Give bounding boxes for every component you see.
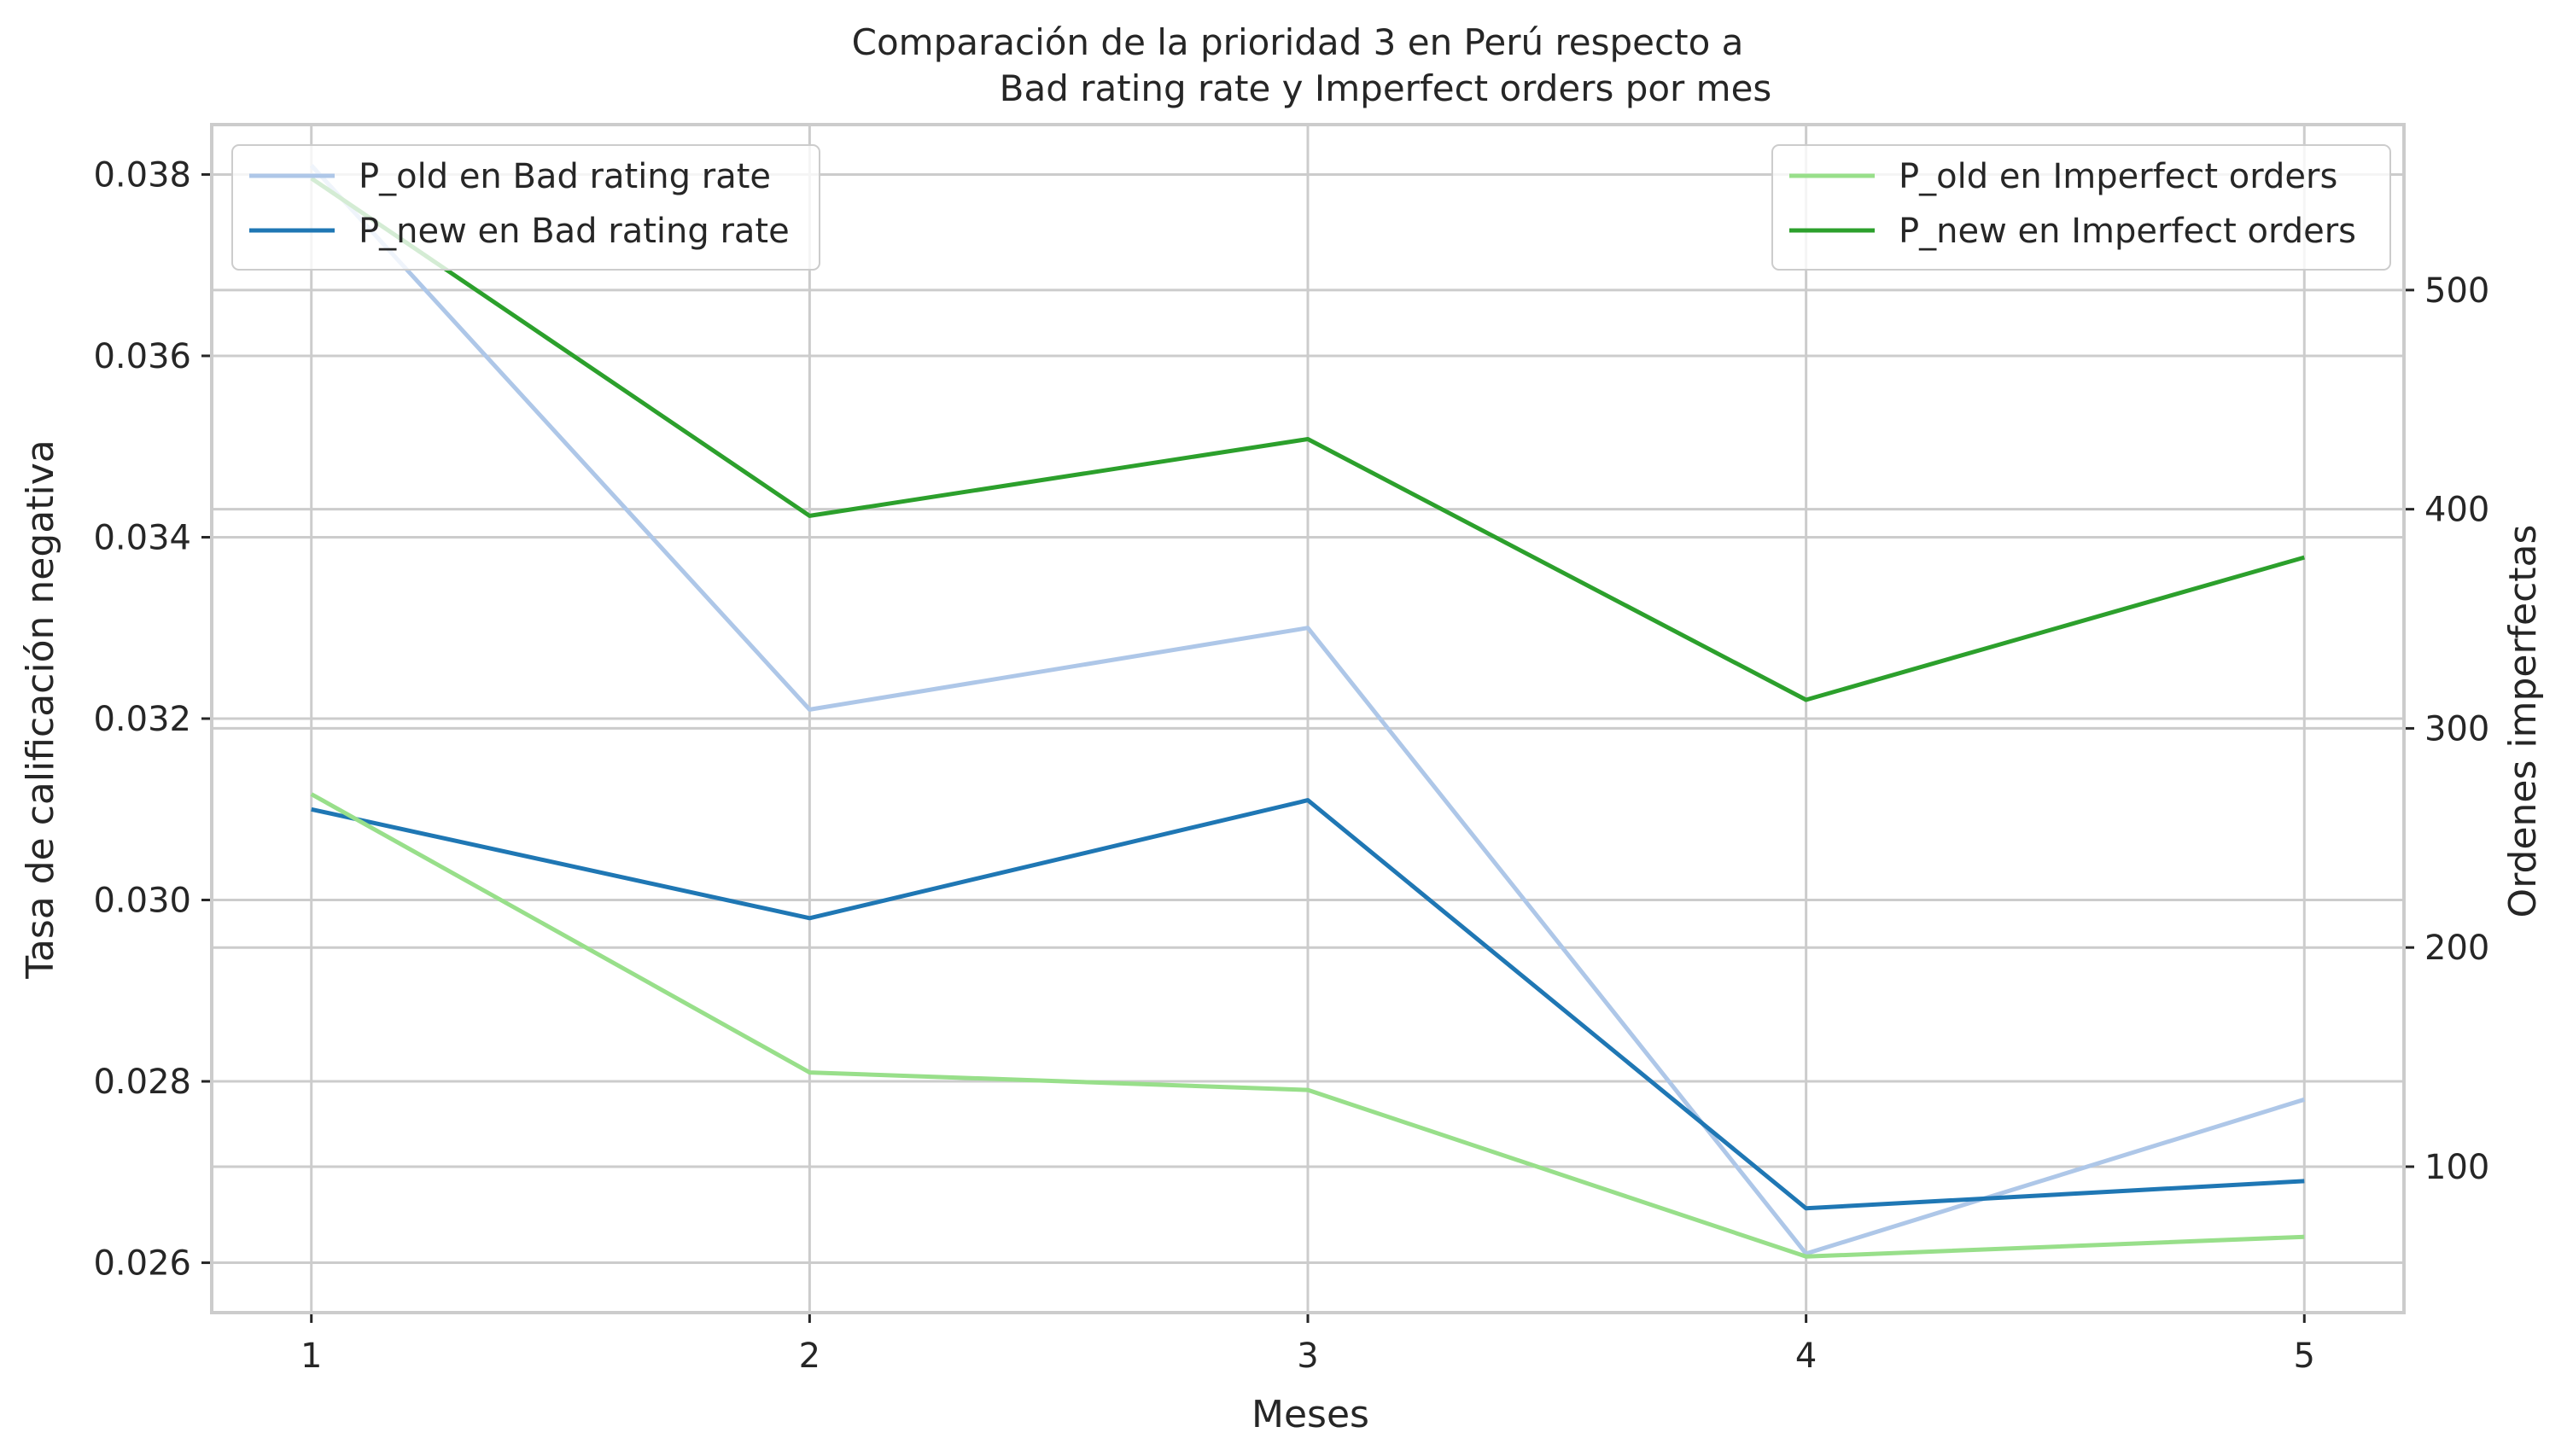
x-tick-label: 2 [799, 1337, 820, 1376]
y-right-tick-label: 200 [2424, 929, 2489, 968]
legend-label-p-new-imperfect: P_new en Imperfect orders [1899, 212, 2356, 251]
y-left-tick-label: 0.028 [93, 1063, 191, 1102]
x-axis-label: Meses [1251, 1393, 1369, 1436]
chart-title-line1: Comparación de la prioridad 3 en Perú re… [852, 21, 1744, 63]
y-right-tick-label: 400 [2424, 491, 2489, 530]
y-axis-label-left: Tasa de calificación negativa [19, 440, 62, 979]
legend-label-p-new-bad-rating: P_new en Bad rating rate [359, 212, 790, 251]
y-left-tick-label: 0.038 [93, 155, 191, 195]
series-lines [309, 164, 2306, 1259]
y-right-tick-label: 500 [2424, 271, 2489, 311]
series-line [309, 164, 2306, 1256]
y-axis-label-right: Ordenes imperfectas [2501, 525, 2545, 918]
legend-label-p-old-imperfect: P_old en Imperfect orders [1899, 157, 2337, 196]
plot-frame [210, 123, 2406, 1314]
x-tick-label: 1 [300, 1337, 322, 1376]
legend-left: P_old en Bad rating rate P_new en Bad ra… [231, 144, 820, 271]
chart-title-line2: Bad rating rate y Imperfect orders por m… [1000, 67, 1772, 109]
y-right-tick-label: 300 [2424, 709, 2489, 748]
y-right-tick-label: 100 [2424, 1148, 2489, 1187]
legend-right-box [1771, 144, 2391, 271]
x-tick-label: 3 [1297, 1337, 1318, 1376]
legend-right: P_old en Imperfect orders P_new en Imper… [1771, 144, 2391, 271]
x-tick-label: 4 [1795, 1337, 1817, 1376]
legend-left-box [231, 144, 820, 271]
series-line [310, 792, 2305, 1259]
y-left-tick-label: 0.026 [93, 1244, 191, 1284]
grid [212, 125, 2404, 1313]
legend-label-p-old-bad-rating: P_old en Bad rating rate [359, 157, 771, 196]
series-line [311, 798, 2305, 1211]
y-left-tick-label: 0.036 [93, 337, 191, 376]
axes: 1 2 3 4 5 0.026 0.028 0.030 0.032 0.034 0.036 0.038… [93, 123, 2489, 1376]
y-left-tick-label: 0.034 [93, 518, 191, 557]
series-line [310, 176, 2305, 702]
x-tick-label: 5 [2294, 1337, 2315, 1376]
y-left-tick-label: 0.030 [93, 882, 191, 921]
y-left-tick-label: 0.032 [93, 700, 191, 739]
